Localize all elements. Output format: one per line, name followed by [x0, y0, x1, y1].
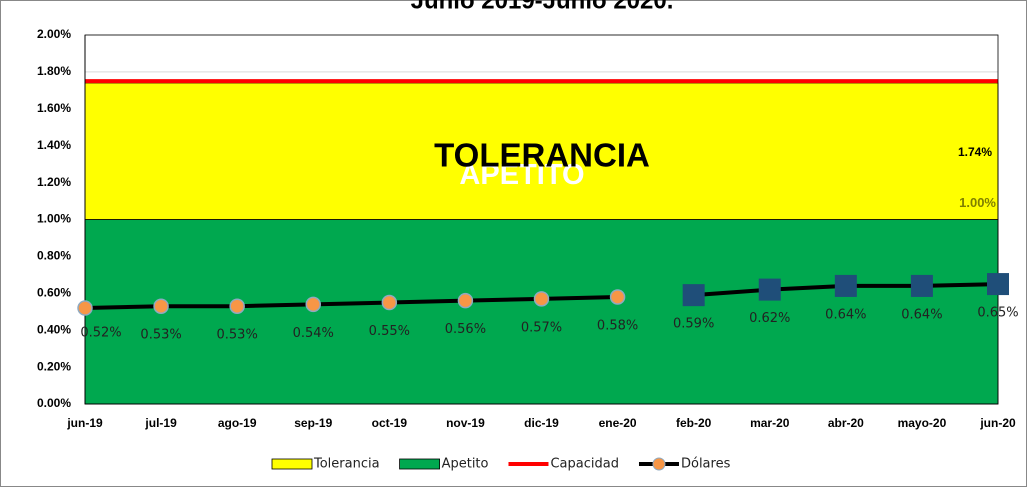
y-tick-label: 0.20%	[37, 359, 71, 373]
marker	[834, 274, 857, 297]
y-tick-label: 0.60%	[37, 285, 71, 299]
legend-swatch	[399, 458, 440, 470]
data-label: 0.53%	[217, 328, 258, 343]
band-value-label: 1.00%	[959, 195, 996, 210]
data-label: 0.64%	[825, 307, 866, 322]
plot-frame	[84, 34, 999, 405]
data-label: 0.57%	[521, 320, 562, 335]
x-tick-label: ago-19	[218, 416, 257, 430]
legend-label: Dólares	[681, 457, 731, 472]
x-tick-label: ene-20	[599, 416, 637, 430]
data-label: 0.62%	[749, 311, 790, 326]
legend-label: Tolerancia	[313, 457, 380, 472]
marker	[305, 296, 321, 313]
x-tick-label: oct-19	[372, 416, 408, 430]
marker	[381, 294, 398, 311]
y-tick-label: 1.60%	[37, 101, 71, 115]
x-tick-label: abr-20	[828, 416, 864, 430]
x-tick-label: dic-19	[524, 416, 559, 430]
band-text: APETITO	[459, 159, 584, 191]
band-text: TOLERANCIA	[434, 137, 650, 174]
y-tick-label: 2.00%	[37, 27, 71, 41]
data-label: 0.64%	[901, 307, 942, 322]
x-tick-label: jun-19	[66, 416, 103, 430]
marker	[682, 284, 705, 307]
marker	[153, 298, 169, 314]
data-label: 0.56%	[445, 322, 486, 337]
data-label: 0.55%	[369, 324, 410, 339]
marker	[77, 300, 93, 316]
x-tick-label: sep-19	[294, 416, 332, 430]
marker	[910, 274, 933, 297]
x-tick-label: jul-19	[144, 416, 177, 430]
data-label: 0.54%	[293, 326, 334, 341]
y-tick-label: 0.40%	[37, 322, 71, 336]
x-tick-label: feb-20	[676, 416, 712, 430]
legend-label: Capacidad	[550, 457, 619, 472]
y-tick-label: 1.80%	[37, 64, 71, 78]
y-tick-label: 1.20%	[37, 175, 71, 189]
data-label: 0.52%	[80, 326, 121, 341]
band-value-label: 1.74%	[958, 145, 992, 159]
marker	[533, 291, 550, 307]
chart-title: Junio 2019-Junio 2020.	[411, 0, 674, 14]
x-tick-label: mar-20	[750, 416, 790, 430]
marker	[758, 278, 781, 301]
x-tick-label: jun-20	[979, 416, 1016, 430]
y-tick-label: 1.00%	[37, 212, 71, 226]
y-tick-label: 0.00%	[37, 396, 71, 410]
marker	[229, 298, 245, 314]
legend-label: Apetito	[442, 457, 489, 472]
legend-swatch	[271, 458, 313, 470]
legend-marker	[652, 457, 666, 471]
data-label: 0.65%	[977, 306, 1018, 321]
x-tick-label: mayo-20	[898, 416, 947, 430]
data-label: 0.59%	[673, 317, 714, 332]
data-label: 0.53%	[140, 328, 181, 343]
marker	[457, 292, 474, 309]
series-line	[84, 294, 618, 311]
y-tick-label: 1.40%	[37, 138, 71, 152]
y-tick-label: 0.80%	[37, 249, 71, 263]
data-label: 0.58%	[597, 318, 638, 333]
marker	[987, 273, 1009, 296]
marker	[609, 289, 626, 305]
x-tick-label: nov-19	[446, 416, 485, 430]
